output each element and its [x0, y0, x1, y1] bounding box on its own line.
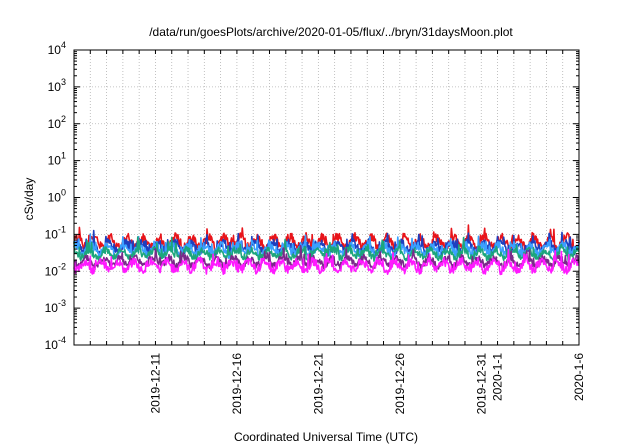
series-group: [73, 224, 580, 276]
x-tick-label: 2019-12-31: [474, 353, 488, 415]
y-ticks: 10-4 10-3 10-2 10-1 100 101 102 103 104: [45, 40, 579, 352]
x-tick-label: 2019-12-26: [393, 353, 407, 415]
y-tick-label: 104: [48, 40, 66, 57]
x-tick-label: 2019-12-16: [230, 353, 244, 415]
x-tick-label: 2020-1-6: [572, 353, 586, 401]
y-tick-label: 10-1: [45, 224, 66, 241]
x-ticks: 2019-12-11 2019-12-16 2019-12-21 2019-12-26…: [73, 50, 586, 415]
y-tick-label: 10-3: [45, 298, 66, 315]
y-axis-label: cSv/day: [22, 178, 36, 221]
grid: [74, 50, 579, 345]
y-tick-label: 10-2: [45, 261, 66, 278]
x-axis-label: Coordinated Universal Time (UTC): [234, 430, 418, 444]
y-tick-label: 102: [48, 114, 66, 131]
y-tick-label: 103: [48, 77, 66, 94]
y-tick-label: 101: [48, 151, 66, 168]
series-line-3: [73, 236, 580, 262]
x-tick-label: 2019-12-11: [148, 353, 162, 414]
series-line-5: [73, 248, 580, 276]
y-tick-label: 100: [48, 188, 66, 205]
x-tick-label: 2020-1-1: [491, 353, 505, 401]
y-tick-label: 10-4: [45, 335, 66, 352]
chart-title: /data/run/goesPlots/archive/2020-01-05/f…: [149, 25, 513, 39]
x-tick-label: 2019-12-21: [311, 353, 325, 415]
